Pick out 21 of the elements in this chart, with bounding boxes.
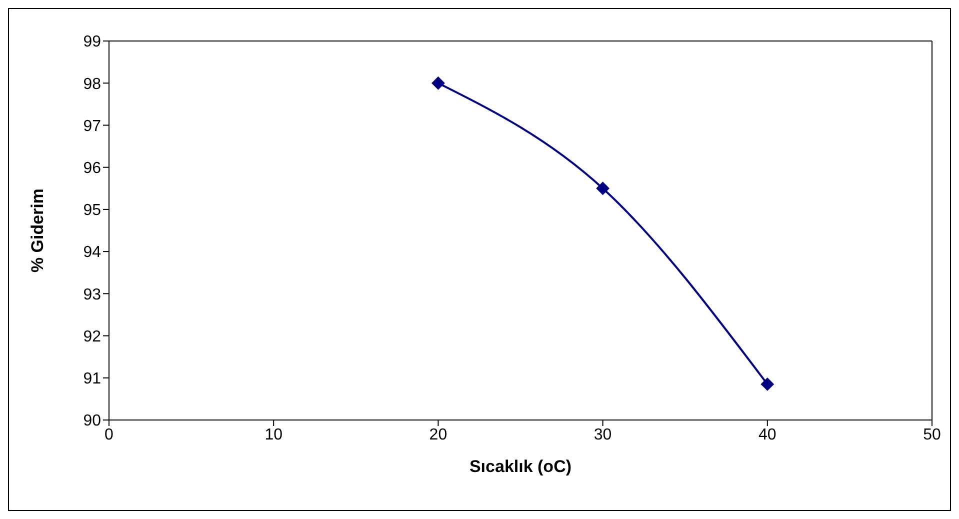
y-tick-label: 90 — [83, 412, 102, 430]
y-tick-label: 97 — [83, 118, 102, 135]
point — [432, 76, 445, 90]
point — [596, 182, 610, 195]
y-tick-label: 91 — [83, 370, 102, 388]
x-tick-label: 30 — [594, 426, 612, 444]
y-tick-label: 98 — [83, 76, 102, 93]
y-tick-label: 94 — [83, 244, 102, 262]
y-tick-label: 96 — [83, 160, 102, 178]
x-tick-label: 50 — [923, 426, 941, 444]
x-axis-title: Sıcaklık (oC) — [469, 457, 572, 476]
y-tick-label: 93 — [83, 286, 102, 304]
x-tick-label: 10 — [264, 426, 283, 444]
y-tick-label: 99 — [83, 34, 102, 51]
y-tick-label: 92 — [83, 328, 102, 346]
y-tick-label: 95 — [83, 202, 102, 220]
point — [760, 378, 774, 391]
x-tick-label: 40 — [758, 426, 776, 444]
y-axis-title: % Giderim — [28, 188, 48, 273]
x-tick-label: 0 — [104, 426, 114, 444]
x-tick-label: 20 — [429, 426, 448, 444]
